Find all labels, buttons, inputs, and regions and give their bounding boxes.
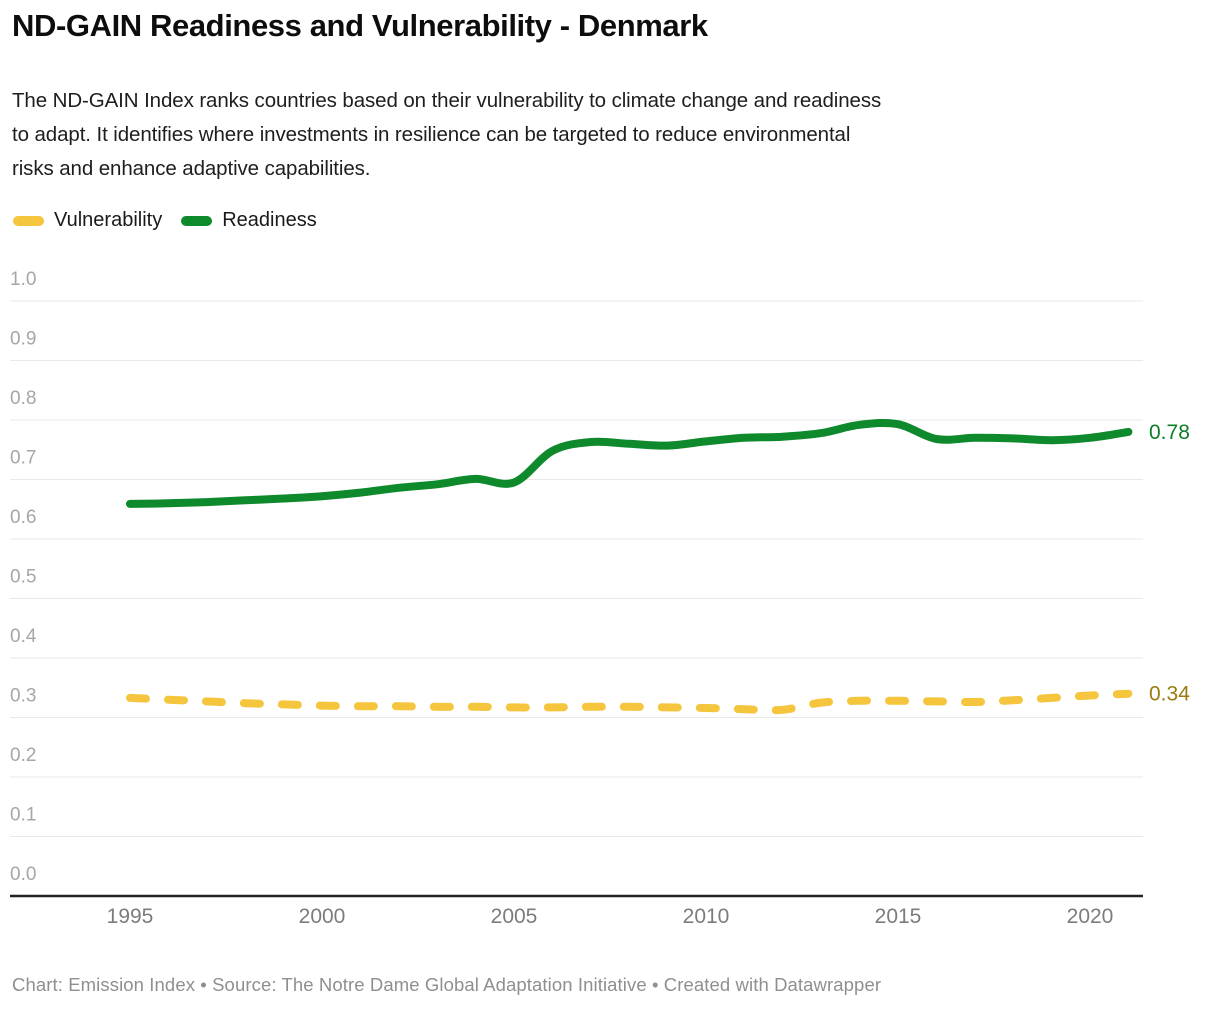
chart-description: The ND-GAIN Index ranks countries based … [12,84,1212,186]
y-tick-label: 0.4 [10,626,37,647]
x-tick-label: 1995 [107,905,154,928]
description-line: risks and enhance adaptive capabilities. [12,157,371,180]
y-tick-label: 0.7 [10,448,36,469]
chart-title: ND-GAIN Readiness and Vulnerability - De… [12,8,708,43]
y-tick-label: 0.2 [10,745,36,766]
legend-item-vulnerability: Vulnerability [13,209,162,232]
x-tick-label: 2000 [299,905,346,928]
y-tick-label: 0.0 [10,864,36,885]
description-line: The ND-GAIN Index ranks countries based … [12,89,882,112]
y-tick-label: 0.8 [10,388,36,409]
y-tick-label: 1.0 [10,269,36,290]
vulnerability-swatch-icon [13,215,44,226]
readiness-end-label: 0.78 [1149,421,1190,444]
description-line: to adapt. It identifies where investment… [12,123,851,146]
vulnerability-line [126,689,1133,715]
readiness-line [126,418,1133,508]
y-tick-label: 0.9 [10,329,36,350]
x-tick-label: 2020 [1067,905,1114,928]
y-tick-label: 0.6 [10,507,36,528]
readiness-swatch-icon [181,215,213,226]
y-tick-label: 0.3 [10,686,36,707]
chart-legend: Vulnerability Readiness [13,209,317,232]
legend-label: Readiness [222,209,317,231]
chart-footer-credit: Chart: Emission Index • Source: The Notr… [12,974,882,995]
x-tick-label: 2010 [683,905,730,928]
x-tick-label: 2015 [875,905,922,928]
x-tick-label: 2005 [491,905,538,928]
y-tick-label: 0.5 [10,567,36,588]
legend-label: Vulnerability [54,209,163,231]
vulnerability-end-label: 0.34 [1149,683,1190,706]
y-tick-label: 0.1 [10,805,36,826]
line-chart-plot-area: 0.0 0.1 0.2 0.3 0.4 0.5 0.6 0.7 0.8 0.9 1.0 1995 200… [10,269,1190,928]
legend-item-readiness: Readiness [181,209,317,232]
